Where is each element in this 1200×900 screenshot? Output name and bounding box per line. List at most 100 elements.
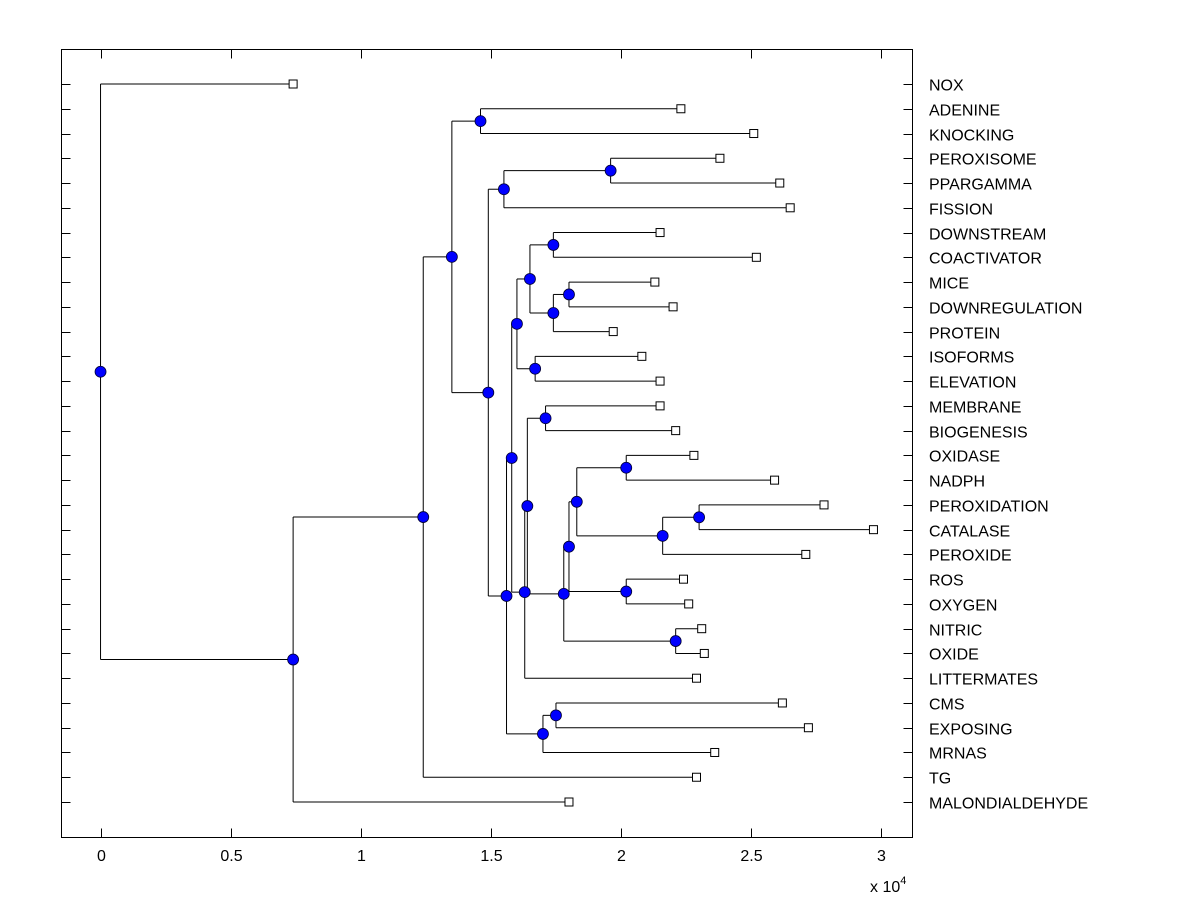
- leaf-marker-protein: [608, 327, 618, 337]
- leaf-label-exposing: EXPOSING: [929, 722, 1013, 739]
- leaf-marker-coactivator: [751, 252, 761, 262]
- leaf-label-cms: CMS: [929, 697, 965, 714]
- leaf-marker-mice: [650, 277, 660, 287]
- cluster-node-S: [557, 587, 570, 600]
- x-tick-label: 0: [97, 848, 106, 865]
- leaf-label-nadph: NADPH: [929, 474, 985, 491]
- leaf-label-oxygen: OXYGEN: [929, 598, 997, 615]
- leaf-marker-ros: [678, 574, 688, 584]
- cluster-node-B: [417, 511, 430, 523]
- leaf-marker-biogenesis: [671, 426, 681, 436]
- leaf-label-tg: TG: [929, 771, 951, 788]
- leaf-marker-oxide: [699, 648, 709, 658]
- cluster-node-A: [287, 653, 300, 666]
- leaf-label-fission: FISSION: [929, 202, 993, 219]
- leaf-label-protein: PROTEIN: [929, 326, 1000, 343]
- cluster-node-N: [529, 362, 542, 375]
- cluster-node-K: [511, 317, 523, 330]
- cluster-node-M: [524, 273, 536, 285]
- cluster-node-X: [620, 585, 633, 598]
- leaf-label-biogenesis: BIOGENESIS: [929, 425, 1028, 442]
- cluster-node-R: [521, 500, 534, 512]
- leaf-label-membrane: MEMBRANE: [929, 400, 1021, 417]
- x-exponent-label: x 104: [870, 875, 906, 896]
- leaf-marker-oxygen: [684, 599, 694, 609]
- leaf-label-elevation: ELEVATION: [929, 375, 1016, 392]
- leaf-marker-nitric: [697, 624, 707, 634]
- leaf-marker-peroxisome: [715, 153, 725, 163]
- leaf-markers: [288, 79, 878, 807]
- leaf-marker-downregulation: [668, 302, 678, 312]
- leaf-label-isoforms: ISOFORMS: [929, 350, 1014, 367]
- cluster-node-T: [539, 412, 552, 425]
- cluster-node-W: [570, 495, 583, 508]
- x-tick-label: 2.5: [740, 848, 762, 865]
- leaf-marker-knocking: [749, 129, 759, 139]
- leaf-marker-nox: [288, 79, 298, 89]
- axis-ticks: [61, 49, 913, 838]
- leaf-marker-ppargamma: [775, 178, 785, 188]
- leaf-marker-littermates: [691, 673, 701, 683]
- plot-frame: [61, 49, 913, 838]
- leaf-label-mice: MICE: [929, 276, 969, 293]
- x-tick-label: 1: [357, 848, 366, 865]
- cluster-node-J: [537, 728, 549, 740]
- cluster-node-D: [474, 115, 487, 128]
- x-tick-label: 0.5: [220, 848, 242, 865]
- cluster-node-G: [500, 590, 513, 602]
- x-exponent: 4: [900, 875, 906, 887]
- cluster-node-Y: [620, 461, 633, 474]
- leaf-marker-downstream: [655, 228, 665, 238]
- leaf-label-nox: NOX: [929, 78, 964, 95]
- node-markers: [94, 115, 705, 740]
- cluster-node-U: [563, 540, 575, 553]
- leaf-label-downstream: DOWNSTREAM: [929, 227, 1046, 244]
- leaf-marker-peroxidation: [819, 500, 829, 510]
- leaf-marker-isoforms: [637, 351, 647, 361]
- cluster-node-AB: [550, 709, 562, 722]
- leaf-label-ppargamma: PPARGAMMA: [929, 177, 1032, 194]
- leaf-label-ros: ROS: [929, 573, 964, 590]
- cluster-node-H: [604, 164, 617, 177]
- leaf-label-mrnas: MRNAS: [929, 746, 987, 763]
- cluster-node-O: [547, 239, 560, 251]
- leaf-label-littermates: LITTERMATES: [929, 672, 1038, 689]
- cluster-node-C: [445, 250, 458, 263]
- leaf-marker-membrane: [655, 401, 665, 411]
- leaf-marker-oxidase: [689, 450, 699, 460]
- leaf-label-peroxisome: PEROXISOME: [929, 152, 1037, 169]
- x-tick-labels: 0 0.5 1 1.5 2 2.5 3: [97, 848, 886, 865]
- leaf-marker-elevation: [655, 376, 665, 386]
- leaf-marker-exposing: [803, 723, 813, 733]
- leaf-marker-nadph: [770, 475, 780, 485]
- cluster-node-Z: [656, 529, 669, 542]
- x-tick-label: 2: [617, 848, 626, 865]
- cluster-node-P: [547, 307, 560, 319]
- leaf-marker-cms: [777, 698, 787, 708]
- cluster-node-I: [505, 452, 518, 464]
- leaf-marker-fission: [785, 203, 795, 213]
- leaf-label-coactivator: COACTIVATOR: [929, 251, 1042, 268]
- cluster-node-Q: [563, 288, 575, 301]
- cluster-node-F: [498, 183, 510, 196]
- cluster-node-V: [669, 635, 682, 647]
- leaf-marker-tg: [691, 772, 701, 782]
- leaf-label-adenine: ADENINE: [929, 103, 1000, 120]
- leaf-labels: NOX ADENINE KNOCKING PEROXISOME PPARGAMMA FIS…: [929, 78, 1088, 813]
- leaf-marker-peroxide: [801, 549, 811, 559]
- leaf-marker-mrnas: [710, 747, 720, 757]
- leaf-label-catalase: CATALASE: [929, 524, 1010, 541]
- leaf-label-peroxide: PEROXIDE: [929, 548, 1012, 565]
- cluster-node-E: [482, 386, 495, 399]
- x-tick-label: 3: [877, 848, 886, 865]
- leaf-label-peroxidation: PEROXIDATION: [929, 499, 1049, 516]
- leaf-marker-adenine: [676, 104, 686, 114]
- leaf-marker-malondialdehyde: [564, 797, 574, 807]
- x-tick-label: 1.5: [480, 848, 502, 865]
- leaf-marker-catalase: [868, 525, 878, 535]
- leaf-label-oxidase: OXIDASE: [929, 449, 1000, 466]
- cluster-node-AA: [693, 511, 705, 524]
- cluster-node-L: [518, 586, 531, 599]
- leaf-label-oxide: OXIDE: [929, 647, 979, 664]
